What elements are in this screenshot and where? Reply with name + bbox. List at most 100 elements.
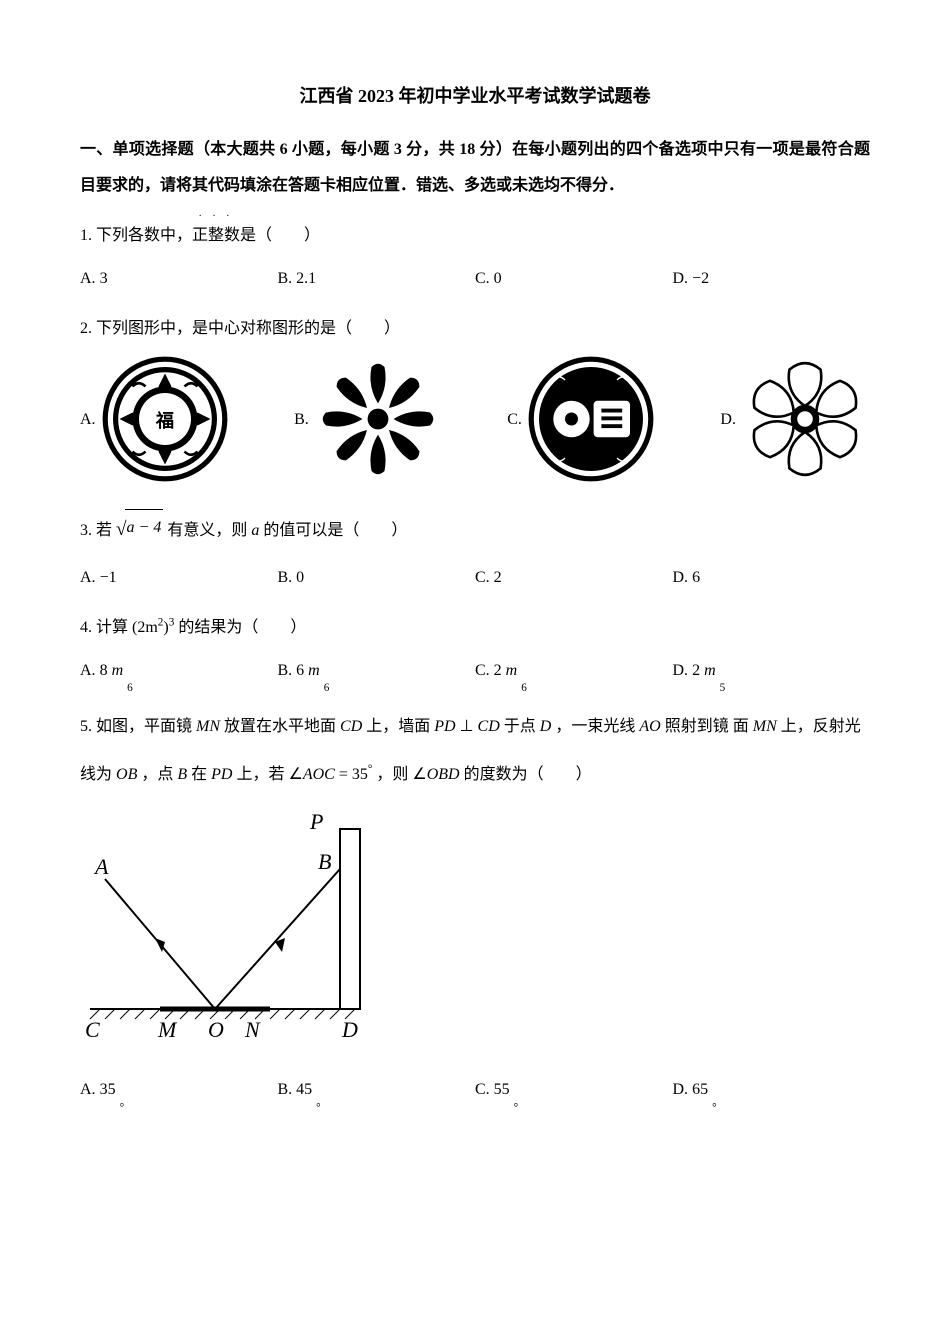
q3-text: 3. 若 √ a − 4 有意义，则 a 的值可以是（ ） <box>80 509 870 551</box>
opt-label-b: B. <box>278 1072 293 1107</box>
svg-text:N: N <box>244 1017 261 1042</box>
q5-p6: 照射到镜 <box>665 718 729 735</box>
ornament-c-icon <box>526 354 656 484</box>
q5-option-c: C. 55° <box>475 1072 673 1107</box>
q4-expr: (2m2)3 <box>132 619 174 636</box>
question-2: 2. 下列图形中，是中心对称图形的是（ ） A. 福 B. <box>80 311 870 484</box>
ornament-b-icon <box>313 354 443 484</box>
q1-option-a: A. 3 <box>80 261 278 296</box>
q3-mid: 有意义，则 <box>167 522 247 539</box>
q5-diagram: A P B C M O N D <box>80 809 870 1062</box>
svg-text:C: C <box>85 1017 100 1042</box>
q4-option-c: C. 2m6 <box>475 653 673 688</box>
opt-label-a: A. <box>80 261 96 296</box>
svg-text:A: A <box>93 854 109 879</box>
q3-c-val: 2 <box>494 560 502 595</box>
q3-d-val: 6 <box>692 560 700 595</box>
q5-p4: 于点 <box>504 718 536 735</box>
q5-p9: ，点 <box>141 766 173 783</box>
q5-option-b: B. 45° <box>278 1072 476 1107</box>
q1-dotted: 正整数 <box>192 218 240 253</box>
q4-inner-sup: 2 <box>158 616 164 628</box>
q5-aoc: AOC <box>303 766 335 783</box>
q5-b: B <box>177 766 187 783</box>
svg-text:M: M <box>157 1017 178 1042</box>
q5-a-val: 35 <box>100 1072 116 1107</box>
q5-ao: AO <box>639 718 660 735</box>
q5-p1: 5. 如图，平面镜 <box>80 718 192 735</box>
q2-text: 2. 下列图形中，是中心对称图形的是（ ） <box>80 311 870 346</box>
q4-option-b: B. 6m6 <box>278 653 476 688</box>
q5-option-a: A. 35° <box>80 1072 278 1107</box>
q4-base: 2m <box>137 619 157 636</box>
opt-label-a: A. <box>80 1072 96 1107</box>
q3-post: 的值可以是（ ） <box>263 522 407 539</box>
q1-pre: 1. 下列各数中， <box>80 227 192 244</box>
opt-label-c: C. <box>475 261 490 296</box>
opt-label-d: D. <box>720 402 736 437</box>
q4-text: 4. 计算 (2m2)3 的结果为（ ） <box>80 610 870 645</box>
q4-b-var: m <box>308 653 320 688</box>
q2-option-b: B. <box>294 354 443 484</box>
q2-options: A. 福 B. <box>80 354 870 484</box>
opt-label-b: B. <box>278 653 293 688</box>
q3-b-val: 0 <box>296 560 304 595</box>
q1-b-val: 2.1 <box>296 261 316 296</box>
q1-options: A. 3 B. 2.1 C. 0 D. −2 <box>80 261 870 296</box>
q5-p3: 上，墙面 <box>366 718 430 735</box>
q5-obd: OBD <box>427 766 460 783</box>
q4-a-coef: 8 <box>100 653 108 688</box>
q5-b-val: 45 <box>296 1072 312 1107</box>
q3-option-d: D. 6 <box>673 560 871 595</box>
opt-label-d: D. <box>673 560 689 595</box>
q3-option-b: B. 0 <box>278 560 476 595</box>
q4-pre: 4. 计算 <box>80 619 128 636</box>
opt-label-d: D. <box>673 653 689 688</box>
q4-option-d: D. 2m5 <box>673 653 871 688</box>
perp-icon: ⊥ <box>460 718 474 735</box>
question-5: 5. 如图，平面镜 MN 放置在水平地面 CD 上，墙面 PD ⊥ CD 于点 … <box>80 703 870 1107</box>
q1-option-c: C. 0 <box>475 261 673 296</box>
opt-label-a: A. <box>80 560 96 595</box>
opt-label-a: A. <box>80 653 96 688</box>
opt-label-b: B. <box>278 560 293 595</box>
q1-text: 1. 下列各数中，正整数是（ ） <box>80 218 870 253</box>
opt-label-a: A. <box>80 402 96 437</box>
opt-label-c: C. <box>475 560 490 595</box>
q1-option-d: D. −2 <box>673 261 871 296</box>
ornament-a-icon: 福 <box>100 354 230 484</box>
q3-option-a: A. −1 <box>80 560 278 595</box>
q5-c-val: 55 <box>494 1072 510 1107</box>
svg-text:B: B <box>318 849 331 874</box>
svg-text:O: O <box>208 1017 224 1042</box>
q3-a-val: −1 <box>100 560 117 595</box>
deg-icon: ° <box>368 764 372 776</box>
q5-d-val: 65 <box>692 1072 708 1107</box>
q5-p10: 在 <box>191 766 207 783</box>
q4-d-var: m <box>704 653 716 688</box>
opt-label-c: C. <box>475 653 490 688</box>
q5-pd: PD <box>434 718 455 735</box>
q3-pre: 3. 若 <box>80 522 112 539</box>
opt-label-b: B. <box>278 261 293 296</box>
q4-options: A. 8m6 B. 6m6 C. 2m6 D. 2m5 <box>80 653 870 688</box>
q4-outer-sup: 3 <box>169 616 175 628</box>
q1-post: 是（ ） <box>240 227 320 244</box>
svg-text:P: P <box>309 809 323 834</box>
q3-options: A. −1 B. 0 C. 2 D. 6 <box>80 560 870 595</box>
q4-c-coef: 2 <box>494 653 502 688</box>
q5-pd2: PD <box>211 766 232 783</box>
svg-text:D: D <box>341 1017 358 1042</box>
q4-d-coef: 2 <box>692 653 700 688</box>
q4-option-a: A. 8m6 <box>80 653 278 688</box>
q5-text: 5. 如图，平面镜 MN 放置在水平地面 CD 上，墙面 PD ⊥ CD 于点 … <box>80 703 870 799</box>
q2-option-a: A. 福 <box>80 354 230 484</box>
q5-p13: 的度数为（ ） <box>464 766 592 783</box>
q1-a-val: 3 <box>100 261 108 296</box>
q5-cd: CD <box>340 718 362 735</box>
q4-a-var: m <box>112 653 124 688</box>
q1-d-val: −2 <box>692 261 709 296</box>
q3-option-c: C. 2 <box>475 560 673 595</box>
q5-ob: OB <box>116 766 137 783</box>
angle-icon: ∠ <box>412 766 426 783</box>
